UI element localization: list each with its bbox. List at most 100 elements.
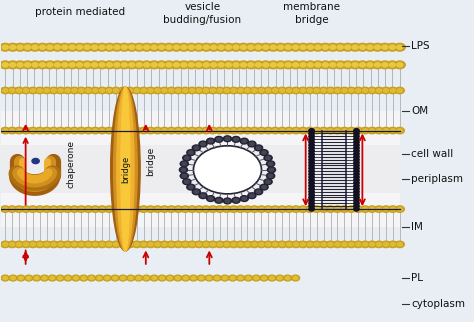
Circle shape — [174, 241, 183, 248]
Circle shape — [305, 241, 314, 248]
Circle shape — [33, 275, 41, 281]
Circle shape — [394, 43, 405, 51]
Circle shape — [301, 89, 305, 92]
Circle shape — [275, 61, 286, 69]
Circle shape — [42, 276, 47, 279]
Circle shape — [134, 242, 139, 246]
Circle shape — [118, 241, 128, 248]
Circle shape — [335, 43, 346, 51]
Circle shape — [148, 129, 153, 132]
Circle shape — [49, 241, 58, 248]
Circle shape — [252, 207, 257, 211]
Circle shape — [309, 152, 314, 156]
Circle shape — [111, 43, 122, 51]
Circle shape — [146, 87, 155, 94]
Circle shape — [354, 187, 359, 191]
Circle shape — [32, 45, 38, 49]
Circle shape — [182, 89, 188, 92]
Circle shape — [360, 45, 365, 49]
Circle shape — [305, 206, 314, 212]
Circle shape — [107, 242, 111, 246]
Circle shape — [107, 45, 112, 49]
Circle shape — [271, 128, 280, 134]
Circle shape — [354, 181, 359, 185]
Circle shape — [48, 275, 56, 281]
Circle shape — [134, 61, 145, 69]
Circle shape — [335, 61, 346, 69]
Circle shape — [269, 168, 273, 171]
Circle shape — [292, 275, 300, 281]
Circle shape — [268, 174, 273, 177]
Circle shape — [190, 207, 195, 211]
Circle shape — [280, 89, 284, 92]
Circle shape — [292, 241, 301, 248]
Circle shape — [264, 241, 273, 248]
Circle shape — [217, 199, 221, 202]
Circle shape — [309, 204, 314, 208]
Circle shape — [314, 89, 319, 92]
Circle shape — [72, 275, 80, 281]
Circle shape — [335, 89, 340, 92]
Circle shape — [383, 242, 388, 246]
Circle shape — [192, 145, 201, 151]
Circle shape — [58, 89, 63, 92]
Circle shape — [111, 61, 122, 69]
Circle shape — [354, 149, 359, 153]
Circle shape — [240, 138, 248, 144]
Circle shape — [397, 207, 402, 211]
Circle shape — [262, 276, 266, 279]
Circle shape — [268, 275, 276, 281]
Circle shape — [380, 61, 390, 69]
Circle shape — [267, 167, 275, 173]
Circle shape — [383, 89, 388, 92]
Text: protein mediated: protein mediated — [35, 7, 125, 17]
Circle shape — [395, 206, 404, 212]
Text: OM: OM — [411, 106, 428, 116]
Circle shape — [312, 61, 323, 69]
Circle shape — [18, 276, 23, 279]
Circle shape — [0, 87, 10, 94]
Circle shape — [205, 275, 213, 281]
Circle shape — [250, 142, 254, 146]
Circle shape — [243, 206, 252, 212]
Circle shape — [383, 207, 388, 211]
Circle shape — [141, 89, 146, 92]
Circle shape — [223, 61, 234, 69]
Circle shape — [22, 61, 33, 69]
Circle shape — [266, 129, 271, 132]
Circle shape — [361, 128, 370, 134]
Circle shape — [301, 207, 305, 211]
Circle shape — [72, 242, 77, 246]
Circle shape — [173, 45, 180, 49]
Circle shape — [194, 206, 203, 212]
Circle shape — [113, 207, 118, 211]
Text: cell wall: cell wall — [411, 149, 453, 159]
Circle shape — [201, 142, 205, 146]
Circle shape — [354, 241, 363, 248]
Circle shape — [139, 128, 148, 134]
Circle shape — [319, 241, 328, 248]
Circle shape — [93, 89, 98, 92]
Circle shape — [293, 89, 299, 92]
Circle shape — [271, 87, 280, 94]
Circle shape — [361, 206, 370, 212]
Circle shape — [72, 89, 77, 92]
Circle shape — [349, 89, 354, 92]
Circle shape — [87, 275, 96, 281]
Circle shape — [284, 241, 293, 248]
Circle shape — [309, 166, 314, 170]
Circle shape — [39, 45, 46, 49]
Circle shape — [290, 43, 301, 51]
Circle shape — [208, 61, 219, 69]
Circle shape — [35, 241, 45, 248]
Circle shape — [181, 63, 187, 67]
Circle shape — [105, 128, 114, 134]
Circle shape — [250, 206, 259, 212]
Circle shape — [79, 89, 84, 92]
Circle shape — [293, 276, 298, 279]
Circle shape — [137, 276, 141, 279]
Circle shape — [187, 150, 195, 156]
Circle shape — [59, 61, 70, 69]
Circle shape — [307, 89, 312, 92]
Circle shape — [58, 242, 63, 246]
